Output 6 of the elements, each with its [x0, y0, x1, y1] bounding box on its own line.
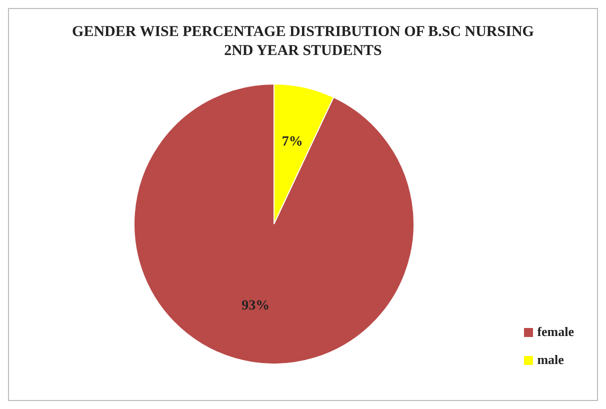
legend-label: male	[537, 352, 564, 367]
legend-label: female	[537, 324, 574, 339]
chart-title: GENDER WISE PERCENTAGE DISTRIBUTION OF B.SC NURSING 2ND YEAR STUDENTS	[71, 23, 535, 61]
data-label: 93%	[242, 298, 270, 314]
pie-slice	[134, 84, 414, 364]
data-label: 7%	[282, 134, 303, 150]
